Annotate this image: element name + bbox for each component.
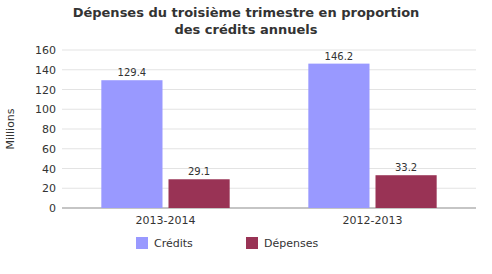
subtitle: des crédits annuels — [174, 22, 317, 37]
y-tick-label: 120 — [35, 84, 56, 97]
data-label: 146.2 — [325, 51, 354, 62]
y-tick-label: 40 — [42, 163, 56, 176]
legend-swatch — [136, 237, 148, 249]
data-labels: 129.4 29.1 146.2 33.2 — [118, 51, 418, 178]
data-label: 33.2 — [395, 162, 417, 173]
bar — [169, 179, 230, 208]
title: Dépenses du troisième trimestre en propo… — [73, 5, 420, 20]
y-tick-label: 0 — [49, 202, 56, 215]
chart-container: Dépenses du troisième trimestre en propo… — [0, 0, 492, 274]
bar — [376, 175, 437, 208]
grid-line — [62, 50, 476, 51]
y-tick-label: 140 — [35, 64, 56, 77]
bar — [101, 80, 162, 208]
y-tick-label: 160 — [35, 44, 56, 57]
bars — [101, 64, 436, 208]
legend-label: Dépenses — [264, 237, 318, 250]
x-tick-label: 2012-2013 — [343, 214, 403, 227]
legend-swatch — [246, 237, 258, 249]
y-tick-label: 80 — [42, 123, 56, 136]
y-tick-label: 100 — [35, 103, 56, 116]
grid — [62, 50, 476, 208]
y-tick-label: 60 — [42, 143, 56, 156]
y-axis-label: Millions — [4, 108, 17, 149]
legend: Crédits Dépenses — [136, 237, 318, 250]
y-tick-label: 20 — [42, 182, 56, 195]
data-label: 129.4 — [118, 67, 147, 78]
data-label: 29.1 — [188, 166, 210, 177]
chart-svg: Dépenses du troisième trimestre en propo… — [0, 0, 492, 274]
bar — [308, 64, 369, 208]
x-tick-label: 2013-2014 — [136, 214, 196, 227]
legend-label: Crédits — [154, 237, 193, 250]
